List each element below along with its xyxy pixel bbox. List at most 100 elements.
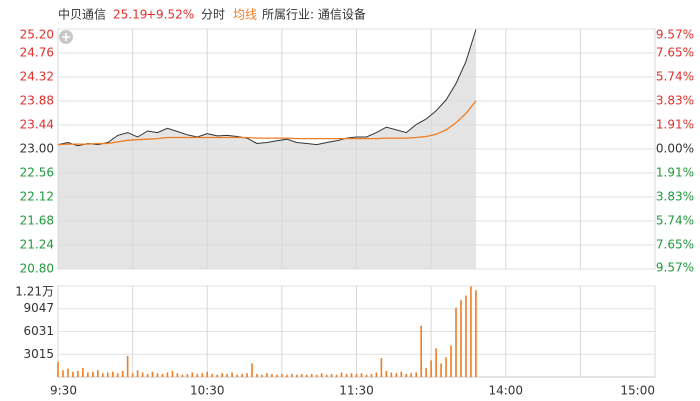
volume-bar (176, 373, 179, 377)
volume-bar (146, 373, 149, 377)
y2-tick-label: 1.91% (656, 118, 694, 132)
volume-bar (221, 373, 223, 377)
x-tick-label: 10:30 (190, 384, 225, 398)
volume-bar (385, 370, 388, 377)
avg-label: 均线 (233, 8, 257, 22)
x-tick-label: 9:30 (50, 384, 77, 398)
volume-bar (415, 372, 417, 377)
volume-bar (276, 374, 278, 377)
volume-bar (470, 286, 472, 377)
volume-bar (72, 371, 74, 377)
volume-bar (171, 370, 174, 377)
volume-bar (455, 307, 457, 377)
volume-bar (231, 372, 233, 377)
x-tick-label: 14:00 (488, 384, 523, 398)
volume-bar (87, 372, 89, 377)
x-tick-label: 15:00 (620, 384, 655, 398)
volume-bar (181, 374, 184, 377)
volume-bar (126, 355, 129, 377)
industry: 所属行业: 通信设备 (262, 8, 366, 22)
volume-bar (305, 374, 308, 377)
volume-bar (266, 373, 268, 377)
volume-bar (281, 373, 283, 377)
y2-tick-label: 9.57% (656, 261, 694, 275)
volume-bar (330, 373, 333, 377)
volume-bar (435, 348, 437, 377)
y2-tick-label: 5.74% (656, 213, 694, 227)
volume-bar (206, 371, 209, 377)
y2-tick-label: 0.00% (656, 142, 694, 156)
volume-bar (370, 373, 373, 377)
volume-bar (325, 374, 328, 377)
volume-bar (161, 373, 164, 377)
volume-bar (151, 371, 154, 377)
volume-bar (156, 373, 159, 377)
volume-bar (261, 374, 263, 377)
y-tick-label: 1.21万 (15, 285, 54, 299)
y2-tick-label: 3.83% (656, 190, 694, 204)
volume-bar (251, 363, 253, 377)
volume-bar (201, 373, 204, 377)
volume-bar (345, 373, 348, 377)
volume-bar (236, 374, 238, 377)
y-tick-label: 21.68 (20, 214, 54, 228)
volume-bar (216, 374, 218, 377)
y-tick-label: 6031 (23, 324, 54, 338)
y-tick-label: 24.32 (20, 70, 54, 84)
volume-bar (256, 373, 258, 377)
volume-bar (136, 370, 139, 377)
y-tick-label: 23.88 (20, 94, 54, 108)
volume-bar (475, 290, 477, 377)
x-tick-label: 11:30 (339, 384, 374, 398)
volume-bar (300, 373, 303, 377)
volume-bar (410, 373, 413, 377)
volume-bar (97, 370, 99, 377)
volume-bar (186, 373, 189, 377)
y2-tick-label: 5.74% (656, 70, 694, 84)
volume-bar (460, 300, 462, 377)
volume-bar (286, 374, 288, 377)
volume-bar (465, 295, 467, 377)
volume-bar (111, 371, 114, 377)
y-tick-label: 20.80 (20, 262, 54, 276)
volume-bar (57, 361, 59, 377)
volume-bar (106, 372, 109, 377)
y-tick-label: 21.24 (20, 238, 54, 252)
volume-bar (131, 373, 134, 377)
tab-label: 分时 (201, 8, 225, 22)
price-line (57, 29, 477, 147)
volume-bar (420, 325, 422, 377)
volume-bar (375, 372, 378, 377)
volume-bar (390, 372, 393, 377)
y2-tick-label: 7.65% (656, 237, 694, 251)
volume-bar (141, 372, 144, 377)
volume-bar (315, 374, 318, 377)
volume-bar (380, 358, 383, 377)
volume-bar (291, 373, 293, 377)
volume-bar (395, 373, 398, 377)
volume-bar (310, 373, 313, 377)
volume-bar (62, 370, 64, 377)
volume-bar (241, 373, 243, 377)
volume-bar (360, 373, 363, 377)
y-tick-label: 22.56 (20, 166, 54, 180)
volume-bar (77, 370, 79, 377)
y2-tick-label: 1.91% (656, 165, 694, 179)
volume-bar (320, 373, 323, 377)
volume-bar (340, 372, 343, 377)
volume-bar (400, 371, 403, 377)
volume-bar (226, 373, 228, 377)
volume-bar (405, 373, 408, 377)
volume-bar (246, 373, 248, 377)
volume-bar (365, 374, 368, 377)
stock-name: 中贝通信 (58, 7, 106, 22)
stock-change: +9.52% (146, 8, 194, 22)
y-tick-label: 22.12 (20, 190, 54, 204)
price-area (58, 29, 476, 269)
y-tick-label: 25.20 (20, 28, 54, 42)
y-tick-label: 24.76 (20, 46, 54, 60)
stock-price: 25.19 (113, 8, 147, 22)
volume-bar (335, 374, 338, 377)
